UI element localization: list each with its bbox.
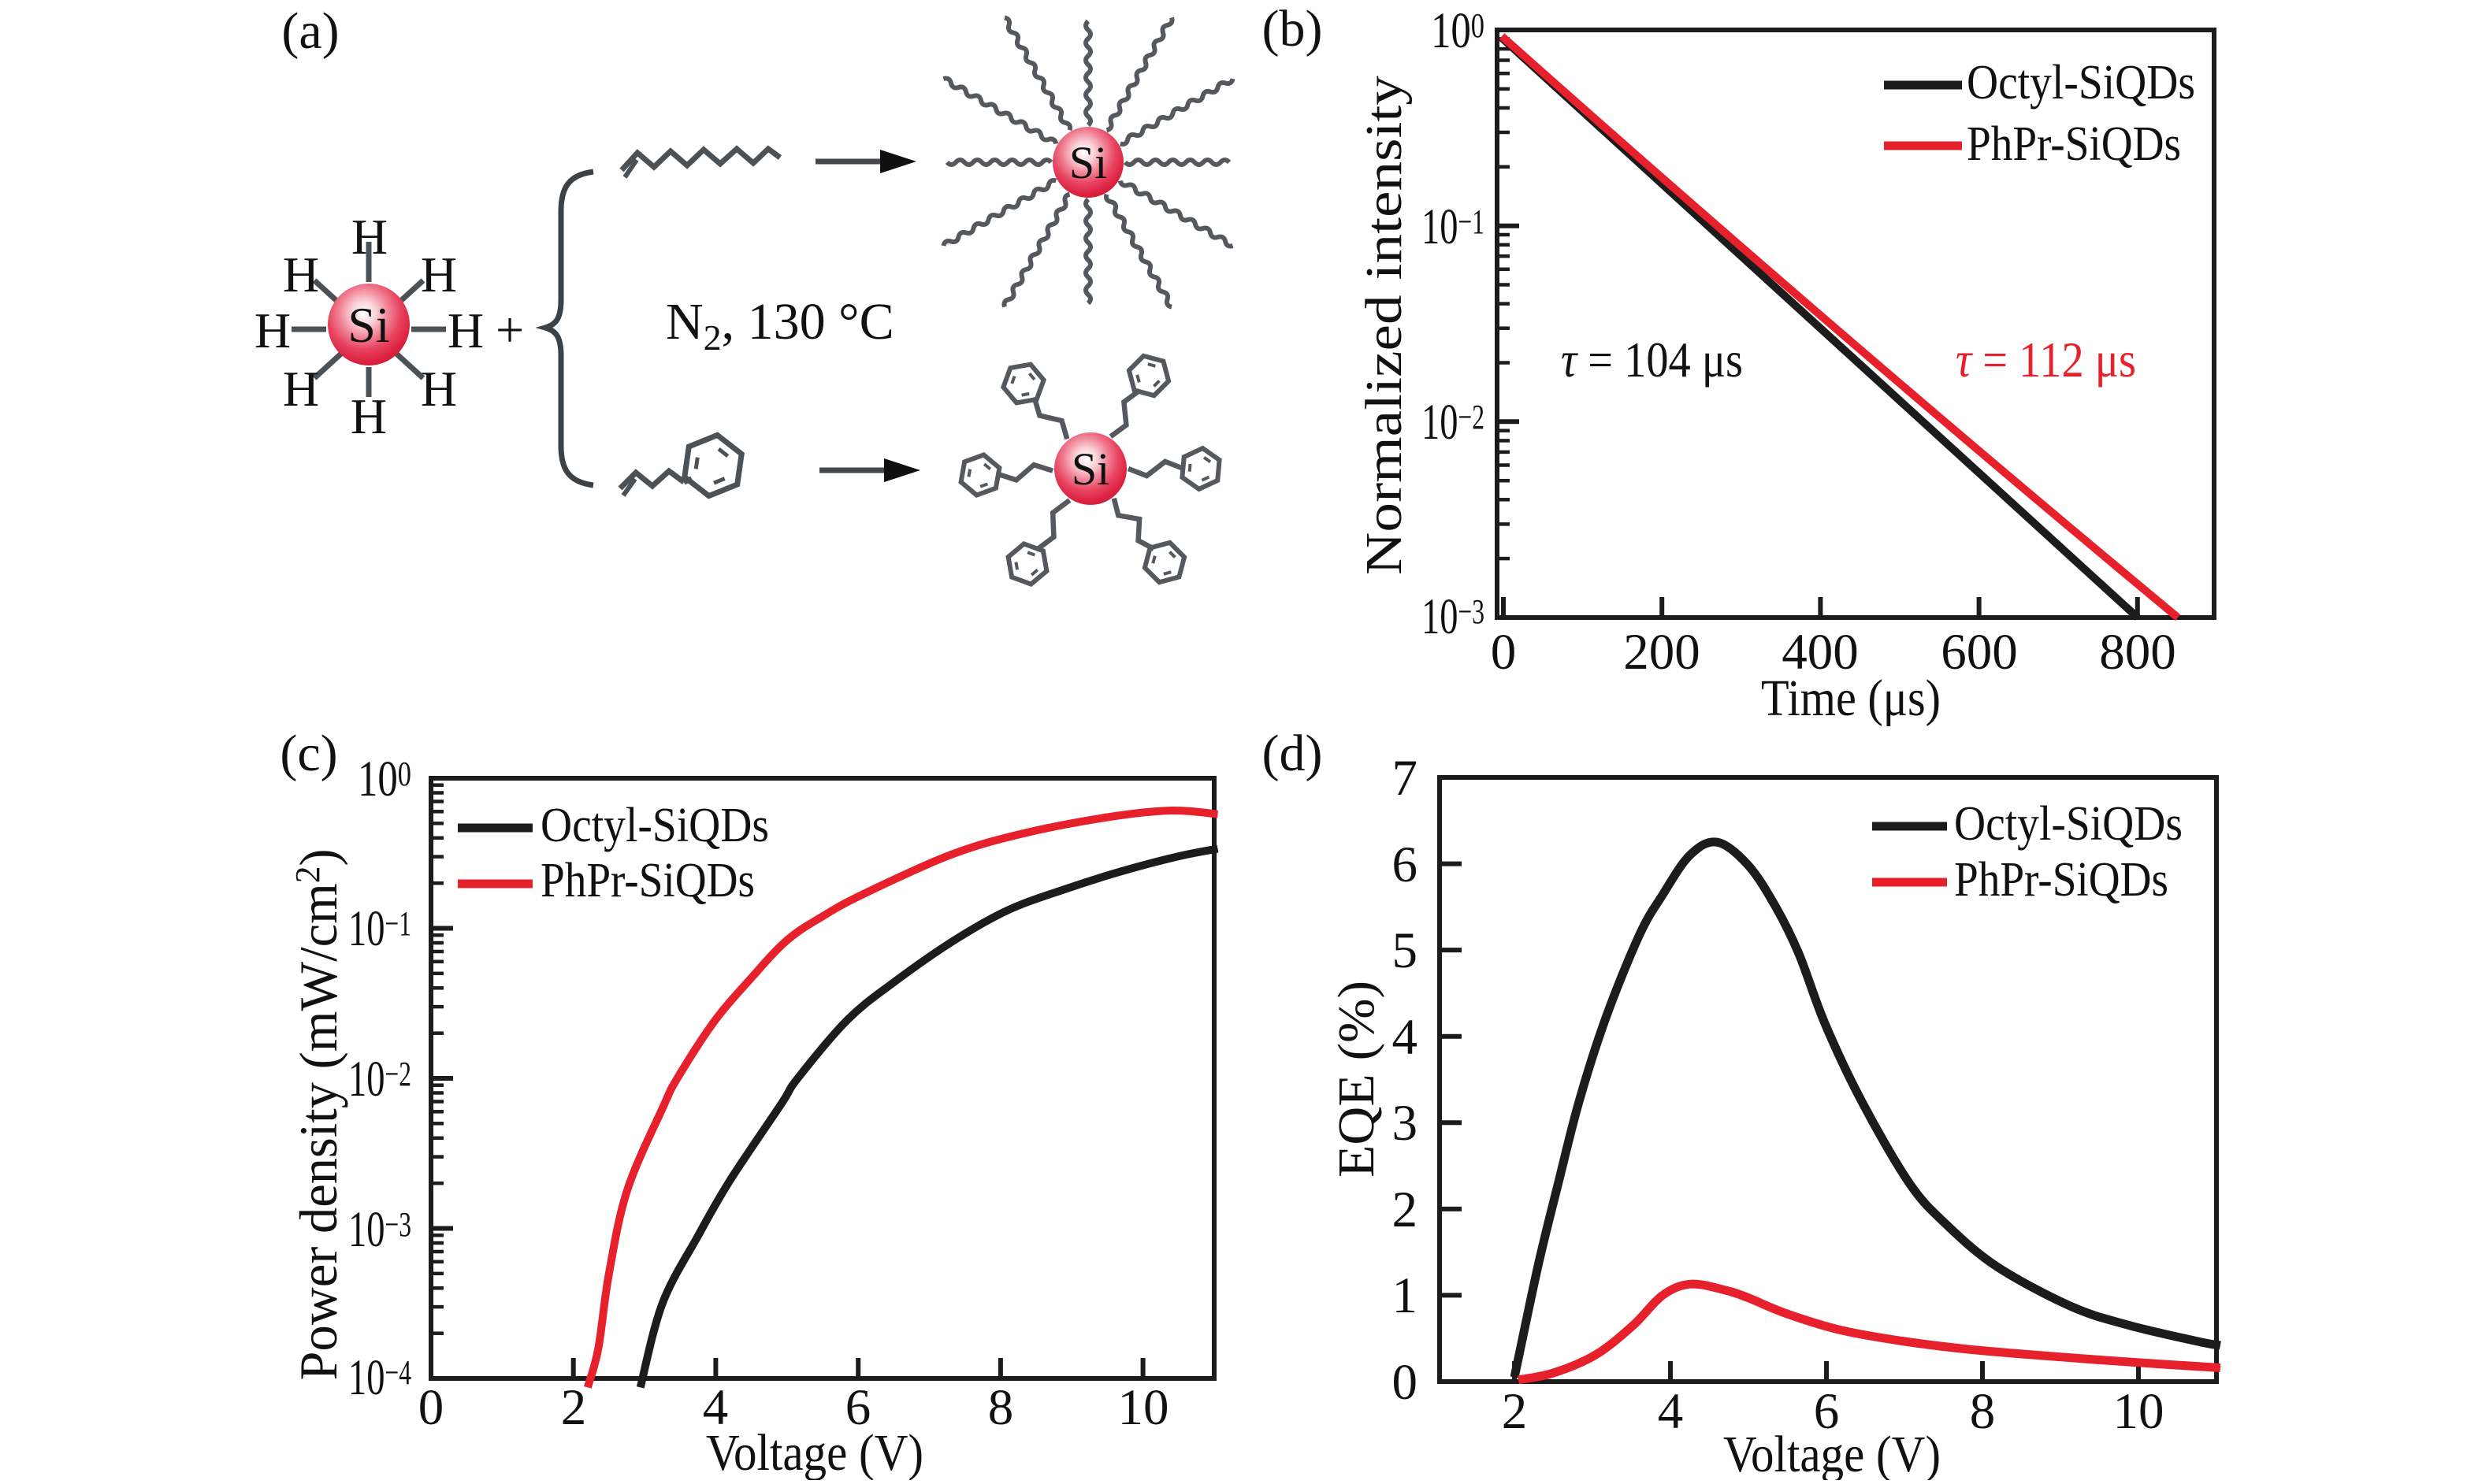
svg-text:τ = 112 μs: τ = 112 μs: [1956, 332, 2136, 388]
svg-text:H: H: [283, 361, 319, 417]
svg-text:10−2: 10−2: [348, 1051, 411, 1107]
svg-text:(c): (c): [280, 725, 337, 782]
svg-text:1: 1: [1392, 1267, 1418, 1324]
svg-text:PhPr-SiQDs: PhPr-SiQDs: [1967, 117, 2181, 171]
svg-text:H: H: [351, 388, 387, 444]
svg-text:EQE (%): EQE (%): [1328, 981, 1385, 1178]
svg-text:3: 3: [1392, 1095, 1418, 1152]
svg-text:(a): (a): [281, 2, 339, 60]
svg-text:8: 8: [1970, 1383, 1996, 1440]
svg-text:2: 2: [1502, 1383, 1528, 1440]
svg-text:PhPr-SiQDs: PhPr-SiQDs: [541, 854, 755, 907]
svg-text:(d): (d): [1262, 725, 1323, 782]
svg-text:Octyl-SiQDs: Octyl-SiQDs: [1967, 56, 2195, 109]
svg-text:H: H: [283, 247, 319, 302]
svg-text:Voltage (V): Voltage (V): [1723, 1426, 1941, 1480]
svg-text:0: 0: [1491, 624, 1517, 681]
svg-text:0: 0: [418, 1379, 444, 1436]
svg-text:PhPr-SiQDs: PhPr-SiQDs: [1954, 853, 2168, 907]
svg-text:(b): (b): [1262, 0, 1323, 58]
svg-text:Si: Si: [1069, 137, 1107, 188]
svg-text:6: 6: [1392, 837, 1418, 893]
svg-text:200: 200: [1623, 624, 1700, 681]
svg-text:6: 6: [1814, 1383, 1840, 1440]
svg-text:Si: Si: [1072, 443, 1109, 495]
svg-text:Octyl-SiQDs: Octyl-SiQDs: [541, 799, 769, 852]
svg-text:800: 800: [2099, 624, 2176, 681]
svg-text:10: 10: [1118, 1379, 1169, 1436]
svg-text:Si: Si: [347, 297, 389, 353]
svg-text:8: 8: [988, 1379, 1014, 1436]
svg-text:6: 6: [845, 1379, 871, 1436]
svg-text:2: 2: [561, 1379, 587, 1436]
svg-text:600: 600: [1941, 624, 2018, 681]
svg-text:H: H: [448, 302, 484, 358]
svg-text:Octyl-SiQDs: Octyl-SiQDs: [1954, 797, 2183, 851]
svg-text:4: 4: [703, 1379, 729, 1436]
svg-text:4: 4: [1392, 1009, 1418, 1066]
svg-text:N2, 130 °C: N2, 130 °C: [666, 293, 894, 358]
svg-text:Normalized intensity: Normalized intensity: [1355, 76, 1413, 575]
svg-text:H: H: [351, 209, 388, 265]
svg-text:τ = 104 μs: τ = 104 μs: [1561, 332, 1743, 388]
svg-text:5: 5: [1392, 922, 1418, 979]
svg-text:2: 2: [1392, 1182, 1418, 1238]
svg-text:Power density (mW/cm2): Power density (mW/cm2): [288, 849, 348, 1381]
svg-text:7: 7: [1392, 750, 1418, 807]
svg-text:10: 10: [2113, 1383, 2164, 1440]
svg-text:+: +: [496, 302, 524, 358]
svg-text:Time (μs): Time (μs): [1761, 670, 1941, 727]
svg-text:Voltage (V): Voltage (V): [706, 1424, 923, 1480]
svg-text:H: H: [255, 302, 291, 358]
svg-text:4: 4: [1658, 1383, 1684, 1440]
svg-text:400: 400: [1782, 624, 1859, 681]
svg-text:0: 0: [1392, 1354, 1418, 1411]
svg-text:H: H: [421, 361, 457, 417]
svg-text:H: H: [421, 247, 457, 302]
